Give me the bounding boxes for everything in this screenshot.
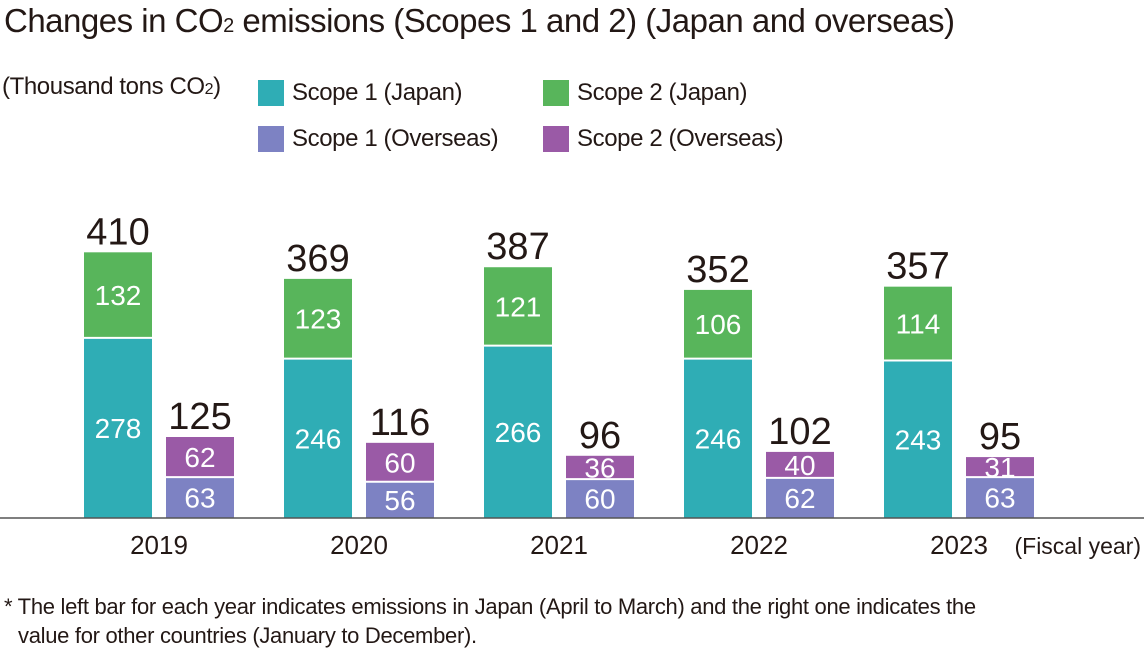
unit-label-prefix: (Thousand tons CO xyxy=(2,73,205,100)
legend-label-scope1-overseas: Scope 1 (Overseas) xyxy=(292,125,499,152)
bar-segment-scope-2-japan-2022 xyxy=(684,289,752,359)
data-label-scope-2-japan-2021: 121 xyxy=(495,291,542,322)
footnote-line-2: value for other countries (January to De… xyxy=(18,623,477,648)
legend-item-scope2-overseas: Scope 2 (Overseas) xyxy=(543,125,784,153)
footnote-line-1: * The left bar for each year indicates e… xyxy=(4,594,976,619)
total-label-overseas-2020: 116 xyxy=(370,402,431,444)
chart-title-subscript: 2 xyxy=(223,15,234,37)
data-label-scope-1-japan-2020: 246 xyxy=(295,423,342,454)
total-label-japan-2020: 369 xyxy=(286,238,349,280)
bar-segment-scope-2-overseas-2022 xyxy=(766,451,834,478)
data-label-scope-2-japan-2023: 114 xyxy=(896,309,941,340)
total-label-overseas-2019: 125 xyxy=(168,396,231,438)
total-label-overseas-2023: 95 xyxy=(979,416,1021,458)
data-label-scope-1-japan-2019: 278 xyxy=(95,413,142,444)
legend-label-scope2-japan: Scope 2 (Japan) xyxy=(577,79,748,106)
chart-title-prefix: Changes in CO xyxy=(4,2,224,39)
bar-segment-scope-2-japan-2023 xyxy=(884,286,952,361)
bar-segment-scope-1-japan-2022 xyxy=(684,358,752,518)
unit-label: (Thousand tons CO2) xyxy=(2,73,221,101)
total-label-japan-2019: 410 xyxy=(86,211,149,253)
stacked-bar-chart: 2781324106362125201924612336956601162020… xyxy=(0,211,1144,560)
bar-segment-scope-1-overseas-2021 xyxy=(566,479,634,518)
unit-label-suffix: ) xyxy=(213,73,221,100)
x-axis-unit-label: (Fiscal year) xyxy=(1014,533,1141,559)
total-label-overseas-2021: 96 xyxy=(579,415,621,457)
total-label-japan-2021: 387 xyxy=(486,226,549,268)
bar-segment-scope-1-japan-2021 xyxy=(484,345,552,518)
bar-segment-scope-1-overseas-2022 xyxy=(766,477,834,518)
legend-label-scope2-overseas: Scope 2 (Overseas) xyxy=(577,125,784,152)
data-label-scope-1-overseas-2021: 60 xyxy=(584,484,615,515)
footnote: * The left bar for each year indicates e… xyxy=(4,592,1144,650)
bar-segment-scope-1-japan-2020 xyxy=(284,358,352,518)
data-label-scope-2-japan-2022: 106 xyxy=(695,309,742,340)
x-tick-label-2021: 2021 xyxy=(530,530,588,560)
bar-segment-scope-1-japan-2019 xyxy=(84,337,152,518)
legend-item-scope1-overseas: Scope 1 (Overseas) xyxy=(258,125,499,153)
total-label-overseas-2022: 102 xyxy=(768,411,831,453)
data-label-scope-2-overseas-2020: 60 xyxy=(384,447,415,478)
legend-swatch-scope1-japan xyxy=(258,80,284,106)
bar-segment-scope-2-overseas-2021 xyxy=(566,455,634,480)
bar-segment-scope-2-japan-2019 xyxy=(84,252,152,338)
total-label-japan-2022: 352 xyxy=(686,249,749,291)
bar-segment-scope-2-japan-2020 xyxy=(284,278,352,359)
legend-item-scope2-japan: Scope 2 (Japan) xyxy=(543,79,748,107)
x-tick-label-2019: 2019 xyxy=(130,530,188,560)
data-label-scope-1-overseas-2020: 56 xyxy=(384,485,415,516)
bar-segment-scope-1-japan-2023 xyxy=(884,360,952,518)
data-label-scope-2-overseas-2022: 40 xyxy=(784,450,815,481)
data-label-scope-1-japan-2022: 246 xyxy=(695,423,742,454)
x-tick-label-2020: 2020 xyxy=(330,530,388,560)
data-label-scope-2-japan-2019: 132 xyxy=(95,280,142,311)
x-tick-label-2022: 2022 xyxy=(730,530,788,560)
data-label-scope-1-japan-2023: 243 xyxy=(895,424,942,455)
legend-item-scope1-japan: Scope 1 (Japan) xyxy=(258,79,463,107)
unit-label-subscript: 2 xyxy=(204,81,214,98)
bar-segment-scope-1-overseas-2019 xyxy=(166,477,234,518)
bar-segment-scope-2-overseas-2023 xyxy=(966,457,1034,478)
legend-label-scope1-japan: Scope 1 (Japan) xyxy=(292,79,463,106)
bar-segment-scope-2-overseas-2020 xyxy=(366,442,434,482)
x-tick-label-2023: 2023 xyxy=(930,530,988,560)
data-label-scope-2-overseas-2019: 62 xyxy=(184,442,215,473)
chart-title-suffix: emissions (Scopes 1 and 2) (Japan and ov… xyxy=(233,2,955,39)
legend-swatch-scope1-overseas xyxy=(258,126,284,152)
data-label-scope-1-overseas-2023: 63 xyxy=(984,483,1015,514)
bar-segment-scope-1-overseas-2023 xyxy=(966,477,1034,518)
data-label-scope-1-overseas-2022: 62 xyxy=(784,483,815,514)
chart-title: Changes in CO2 emissions (Scopes 1 and 2… xyxy=(4,2,955,40)
bar-segment-scope-1-overseas-2020 xyxy=(366,481,434,518)
data-label-scope-1-overseas-2019: 63 xyxy=(184,483,215,514)
total-label-japan-2023: 357 xyxy=(886,246,949,288)
bar-segment-scope-2-overseas-2019 xyxy=(166,437,234,478)
data-label-scope-1-japan-2021: 266 xyxy=(495,417,542,448)
data-label-scope-2-japan-2020: 123 xyxy=(295,304,342,335)
legend-swatch-scope2-japan xyxy=(543,80,569,106)
bar-segment-scope-2-japan-2021 xyxy=(484,267,552,346)
legend-swatch-scope2-overseas xyxy=(543,126,569,152)
